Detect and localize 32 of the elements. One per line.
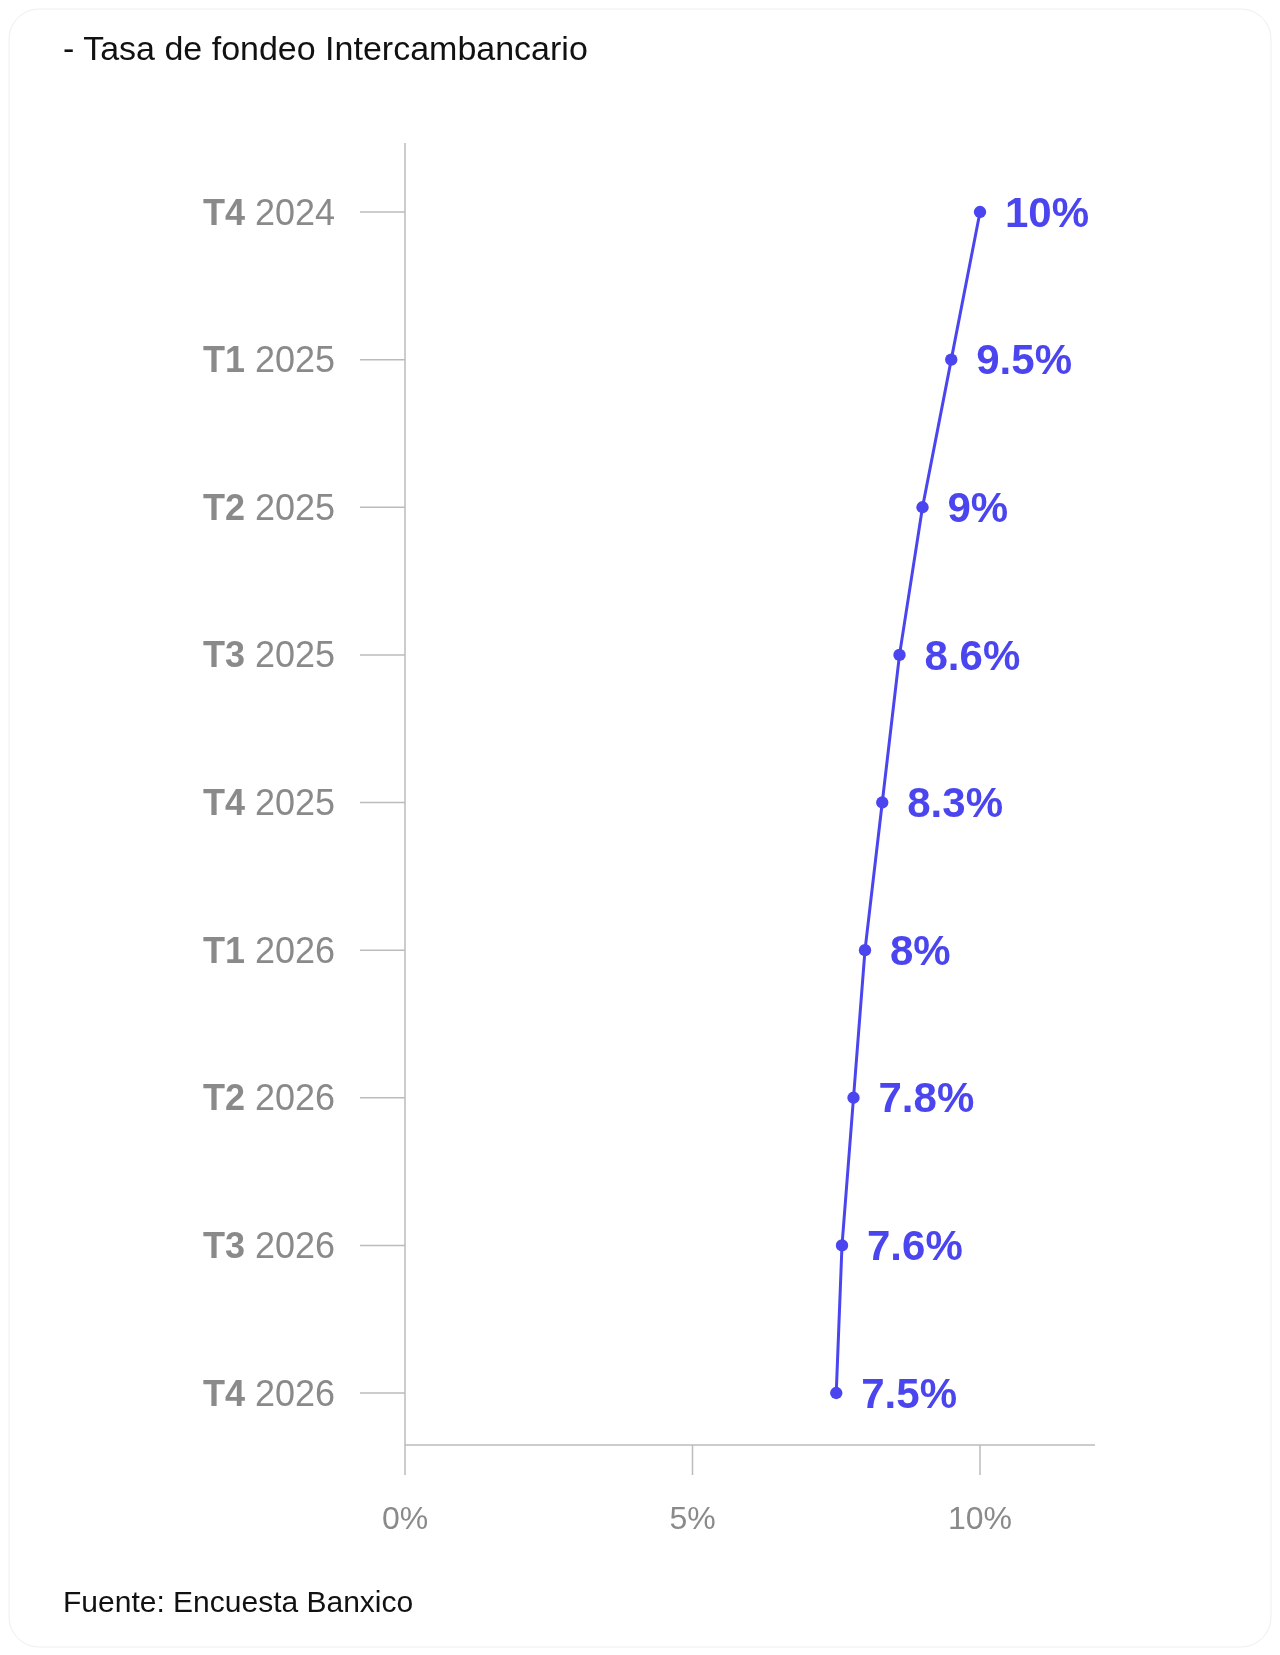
text: 8.6% (924, 631, 1021, 679)
y-tick-label: T2 2025 (202, 486, 335, 528)
y-tick-label: T3 2025 (202, 634, 335, 676)
y-tick-label: T2 2026 (202, 1077, 335, 1119)
point (858, 943, 872, 957)
text: 9% (947, 483, 1009, 531)
y-tick-label: T3 2026 (202, 1224, 335, 1266)
point (893, 648, 906, 662)
text: 10% (1005, 188, 1090, 236)
text: 9.5% (976, 336, 1072, 384)
text: 8.3% (907, 779, 1003, 827)
point (916, 501, 929, 514)
point (830, 1386, 843, 1400)
y-tick-label: T4 2024 (202, 191, 335, 233)
y-tick-label: T4 2025 (202, 782, 335, 824)
point (876, 796, 889, 809)
text: 7.8% (878, 1074, 975, 1122)
point (835, 1239, 849, 1252)
text: 8% (890, 926, 951, 974)
y-tick-label: T1 2025 (202, 339, 335, 381)
text: 7.5% (861, 1369, 957, 1417)
point (973, 205, 987, 219)
text: 7.6% (867, 1222, 963, 1270)
x-tick-label: 10% (947, 1500, 1013, 1537)
x-tick-label: 0% (381, 1500, 429, 1537)
y-tick-label: T1 2026 (202, 929, 335, 971)
point (945, 353, 958, 366)
x-tick-label: 5% (669, 1500, 716, 1537)
y-tick-label: T4 2026 (202, 1372, 335, 1414)
chart-title: - Tasa de fondeo Intercambancario (63, 28, 588, 67)
source-note: Fuente: Encuesta Banxico (63, 1584, 414, 1618)
point (847, 1091, 860, 1104)
